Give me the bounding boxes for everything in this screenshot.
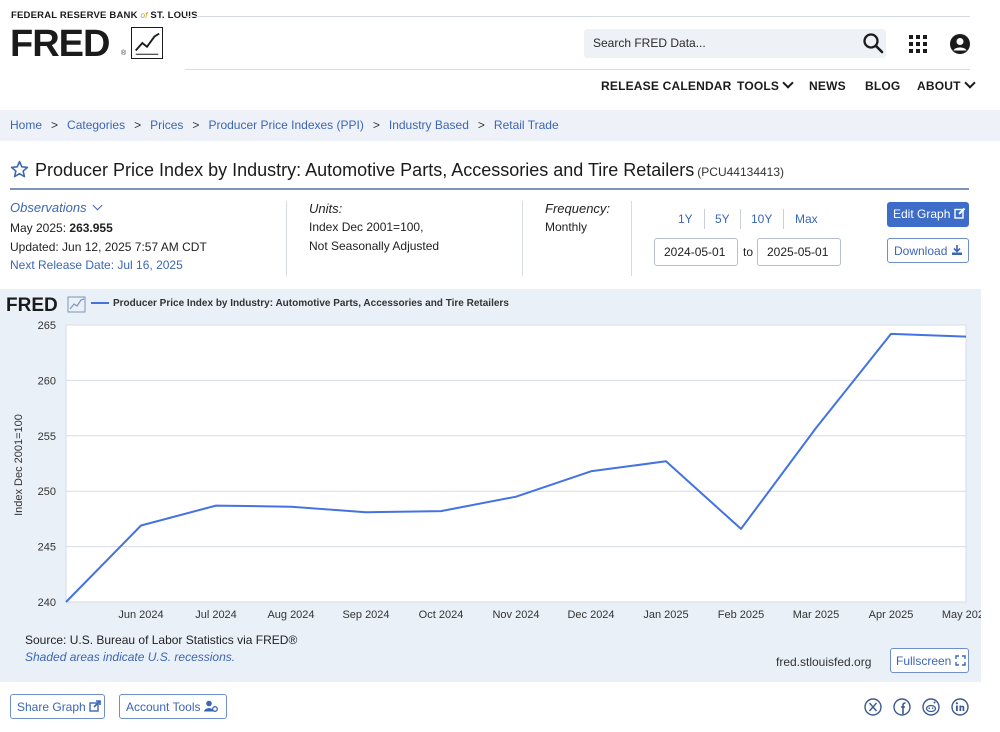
nav-release-calendar[interactable]: RELEASE CALENDAR — [601, 79, 732, 93]
y-axis-label: Index Dec 2001=100 — [13, 414, 25, 516]
observations-dropdown[interactable]: Observations — [10, 200, 103, 215]
nav-blog[interactable]: BLOG — [865, 79, 901, 93]
x-tick-label: Jul 2024 — [195, 609, 237, 621]
next-release-link[interactable]: Next Release Date: Jul 16, 2025 — [10, 258, 183, 272]
range-divider — [783, 209, 784, 229]
x-tick-label: Apr 2025 — [869, 609, 914, 621]
user-gear-icon — [203, 700, 218, 712]
units-line-2: Not Seasonally Adjusted — [309, 239, 440, 253]
x-tick-label: Mar 2025 — [793, 609, 839, 621]
x-tick-label: May 2025 — [942, 609, 981, 621]
x-tick-label: Sep 2024 — [342, 609, 389, 621]
y-tick-label: 240 — [38, 597, 56, 609]
download-icon — [951, 245, 962, 255]
breadcrumb-prices[interactable]: Prices — [150, 118, 184, 132]
header-divider-2 — [185, 69, 970, 70]
meta-divider — [522, 201, 523, 276]
source-text: Source: U.S. Bureau of Labor Statistics … — [25, 633, 298, 647]
share-icon — [89, 700, 101, 712]
line-chart[interactable]: FRED Producer Price Index by Industry: A… — [0, 289, 981, 629]
reddit-icon[interactable] — [922, 698, 940, 716]
breadcrumb: Home > Categories > Prices > Producer Price In… — [10, 118, 559, 132]
latest-observation: May 2025: 263.955 — [10, 221, 113, 235]
frequency-value: Monthly — [545, 220, 588, 234]
fullscreen-icon — [955, 655, 966, 666]
meta-divider — [631, 201, 632, 276]
date-to-input[interactable]: 2025-05-01 — [757, 238, 841, 266]
date-to-label: to — [743, 245, 754, 259]
nav-tools[interactable]: TOOLS — [737, 77, 794, 93]
breadcrumb-categories[interactable]: Categories — [67, 118, 126, 132]
legend-series-label: Producer Price Index by Industry: Automo… — [113, 298, 509, 309]
frequency-label: Frequency: — [545, 201, 611, 216]
edit-icon — [954, 207, 965, 219]
star-favorite-icon[interactable] — [10, 160, 29, 179]
y-tick-label: 265 — [38, 320, 56, 332]
user-account-icon[interactable] — [949, 33, 971, 55]
fred-logo[interactable]: FRED — [10, 23, 110, 65]
facebook-icon[interactable] — [893, 698, 911, 716]
nav-about[interactable]: ABOUT — [917, 77, 976, 93]
share-graph-button[interactable]: Share Graph — [10, 694, 105, 719]
range-1y-button[interactable]: 1Y — [678, 212, 693, 226]
x-tick-label: Oct 2024 — [419, 609, 464, 621]
search-input[interactable]: Search FRED Data... — [593, 36, 706, 50]
chevron-down-icon — [92, 200, 103, 211]
series-code: (PCU44134413) — [697, 165, 785, 179]
x-tick-label: Jan 2025 — [643, 609, 688, 621]
x-icon[interactable] — [864, 698, 882, 716]
nav-news[interactable]: NEWS — [809, 79, 846, 93]
range-divider — [740, 209, 741, 229]
range-divider — [704, 209, 705, 229]
meta-divider — [286, 201, 287, 276]
y-tick-label: 250 — [38, 486, 56, 498]
linkedin-icon[interactable] — [951, 698, 969, 716]
latest-value: 263.955 — [69, 221, 113, 235]
registered-mark: ® — [121, 50, 127, 57]
breadcrumb-bar — [0, 110, 1000, 141]
header-divider — [185, 16, 970, 17]
y-tick-label: 260 — [38, 375, 56, 387]
x-tick-label: Aug 2024 — [267, 609, 314, 621]
apps-grid-icon[interactable] — [908, 34, 928, 54]
edit-graph-button[interactable]: Edit Graph — [887, 202, 969, 227]
series-title: Producer Price Index by Industry: Automo… — [35, 160, 785, 180]
chevron-down-icon — [964, 77, 976, 89]
date-from-input[interactable]: 2024-05-01 — [654, 238, 738, 266]
x-tick-label: Nov 2024 — [492, 609, 539, 621]
search-icon[interactable] — [862, 32, 884, 54]
org-name: FEDERAL RESERVE BANK of ST. LOUIS — [11, 10, 198, 21]
range-10y-button[interactable]: 10Y — [751, 212, 773, 226]
range-max-button[interactable]: Max — [795, 212, 818, 226]
chart-fred-logo: FRED — [6, 295, 58, 316]
breadcrumb-ppi[interactable]: Producer Price Indexes (PPI) — [208, 118, 364, 132]
y-tick-label: 255 — [38, 431, 56, 443]
plot-background — [65, 324, 967, 603]
breadcrumb-home[interactable]: Home — [10, 118, 43, 132]
recession-note: Shaded areas indicate U.S. recessions. — [25, 650, 236, 664]
account-tools-button[interactable]: Account Tools — [119, 694, 227, 719]
download-button[interactable]: Download — [887, 238, 969, 263]
fred-url: fred.stlouisfed.org — [776, 655, 872, 669]
x-tick-label: Jun 2024 — [118, 609, 163, 621]
chevron-down-icon — [782, 77, 794, 89]
fullscreen-button[interactable]: Fullscreen — [890, 648, 969, 673]
x-tick-label: Feb 2025 — [718, 609, 764, 621]
breadcrumb-industry-based[interactable]: Industry Based — [388, 118, 469, 132]
breadcrumb-retail-trade[interactable]: Retail Trade — [493, 118, 559, 132]
units-line-1: Index Dec 2001=100, — [309, 220, 424, 234]
range-5y-button[interactable]: 5Y — [715, 212, 730, 226]
units-label: Units: — [309, 201, 343, 216]
chart-logo-graph-icon — [67, 296, 86, 313]
y-tick-label: 245 — [38, 542, 56, 554]
plot-area: 240 245 250 255 260 265 Jun 2024 Jul 2024 Aug 20… — [38, 320, 981, 621]
search-bar[interactable] — [584, 29, 886, 58]
x-tick-label: Dec 2024 — [567, 609, 614, 621]
fred-logo-graph-icon[interactable] — [131, 27, 163, 59]
updated-text: Updated: Jun 12, 2025 7:57 AM CDT — [10, 240, 207, 254]
title-divider — [10, 188, 969, 190]
